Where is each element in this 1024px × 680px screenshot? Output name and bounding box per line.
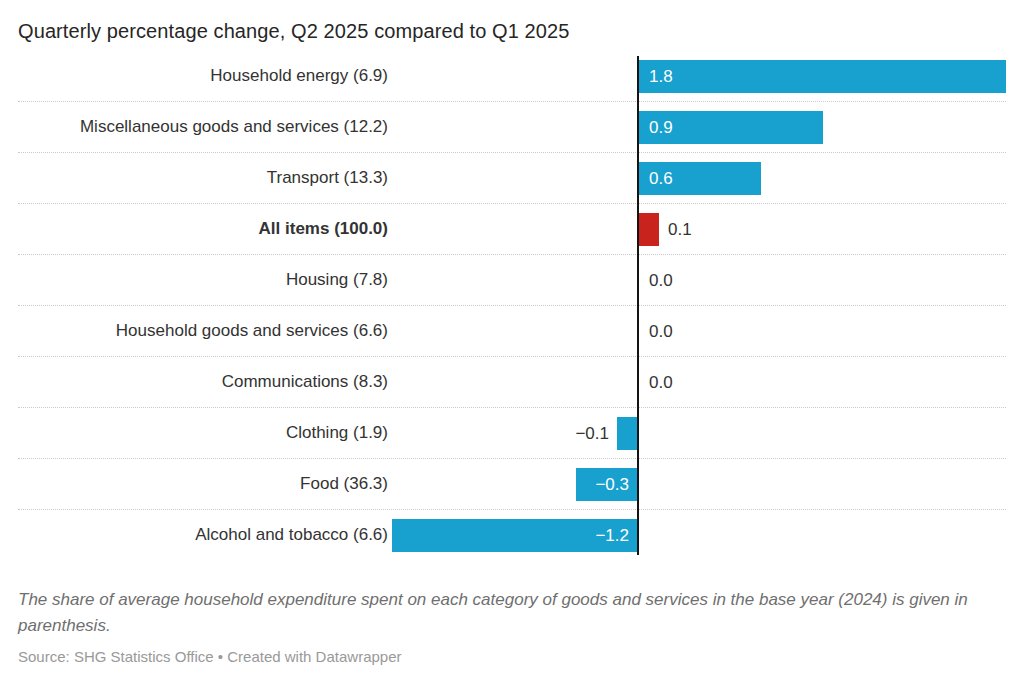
value-label: −0.1 bbox=[575, 417, 609, 450]
category-label: Transport (13.3) bbox=[18, 153, 388, 204]
chart-row: Transport (13.3) 0.6 bbox=[18, 153, 1006, 204]
source-name: SHG Statistics Office bbox=[74, 648, 214, 665]
source-separator: • bbox=[218, 648, 223, 665]
category-label: Communications (8.3) bbox=[18, 357, 388, 408]
chart-row: Food (36.3) −0.3 bbox=[18, 459, 1006, 510]
bar-positive[interactable] bbox=[639, 60, 1006, 93]
value-label: 0.6 bbox=[649, 162, 673, 195]
bar-positive[interactable] bbox=[639, 213, 659, 246]
chart-row: Clothing (1.9) −0.1 bbox=[18, 408, 1006, 459]
category-label: Household goods and services (6.6) bbox=[18, 306, 388, 357]
value-label: −1.2 bbox=[595, 519, 629, 552]
value-label: 1.8 bbox=[649, 60, 673, 93]
chart-footnote: The share of average household expenditu… bbox=[18, 587, 1006, 639]
category-label: Miscellaneous goods and services (12.2) bbox=[18, 102, 388, 153]
category-label: Clothing (1.9) bbox=[18, 408, 388, 459]
chart-row: Household goods and services (6.6) 0.0 bbox=[18, 306, 1006, 357]
category-label: Housing (7.8) bbox=[18, 255, 388, 306]
source-prefix: Source: bbox=[18, 648, 70, 665]
category-label: Alcohol and tobacco (6.6) bbox=[18, 510, 388, 561]
value-label: 0.0 bbox=[649, 264, 673, 297]
bar-chart-plot-area: Household energy (6.9) 1.8 Miscellaneous g… bbox=[18, 51, 1006, 561]
chart-row: All items (100.0) 0.1 bbox=[18, 204, 1006, 255]
chart-row: Household energy (6.9) 1.8 bbox=[18, 51, 1006, 102]
value-label: 0.0 bbox=[649, 366, 673, 399]
zero-axis-line bbox=[637, 56, 639, 555]
category-label: All items (100.0) bbox=[18, 204, 388, 255]
value-label: −0.3 bbox=[595, 468, 629, 501]
chart-row: Alcohol and tobacco (6.6) −1.2 bbox=[18, 510, 1006, 561]
chart-row: Housing (7.8) 0.0 bbox=[18, 255, 1006, 306]
category-label: Household energy (6.9) bbox=[18, 51, 388, 102]
value-label: 0.9 bbox=[649, 111, 673, 144]
chart-row: Communications (8.3) 0.0 bbox=[18, 357, 1006, 408]
datawrapper-chart: Quarterly percentage change, Q2 2025 com… bbox=[0, 0, 1024, 680]
bar-negative[interactable] bbox=[617, 417, 637, 450]
chart-row: Miscellaneous goods and services (12.2) 0… bbox=[18, 102, 1006, 153]
chart-title: Quarterly percentage change, Q2 2025 com… bbox=[18, 0, 1006, 45]
value-label: 0.0 bbox=[649, 315, 673, 348]
datawrapper-credit-link[interactable]: Created with Datawrapper bbox=[227, 648, 401, 665]
chart-source-line: Source: SHG Statistics Office • Created … bbox=[18, 648, 1006, 666]
value-label: 0.1 bbox=[668, 213, 692, 246]
bar-rows: Household energy (6.9) 1.8 Miscellaneous g… bbox=[18, 51, 1006, 561]
category-label: Food (36.3) bbox=[18, 459, 388, 510]
